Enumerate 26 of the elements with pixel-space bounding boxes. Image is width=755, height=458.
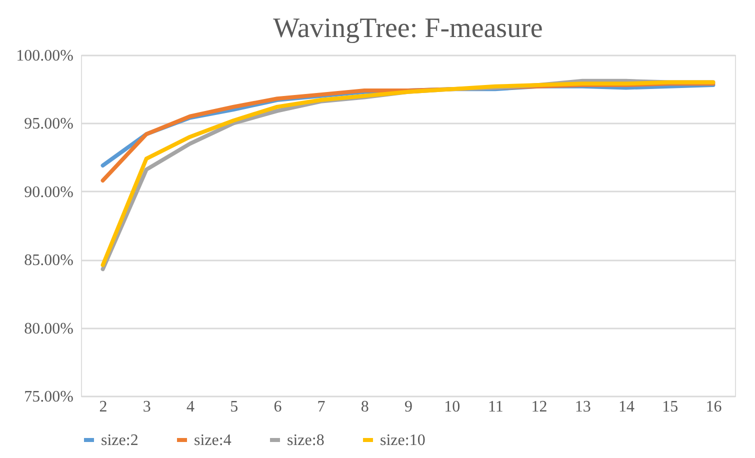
x-tick-label: 3 xyxy=(142,398,151,416)
x-tick-label: 11 xyxy=(488,398,504,416)
y-tick-label: 100.00% xyxy=(16,48,74,64)
x-tick-label: 7 xyxy=(317,398,326,416)
x-tick-label: 12 xyxy=(531,398,548,416)
y-tick-label: 90.00% xyxy=(24,184,74,201)
legend-label: size:10 xyxy=(380,432,426,449)
x-tick-label: 10 xyxy=(444,398,460,416)
x-tick-label: 14 xyxy=(618,398,634,416)
legend-label: size:8 xyxy=(287,432,324,449)
x-tick-label: 16 xyxy=(706,398,722,416)
y-tick-label: 75.00% xyxy=(24,388,74,406)
x-tick-label: 13 xyxy=(574,398,591,416)
y-tick-label: 95.00% xyxy=(24,116,74,133)
x-tick-label: 2 xyxy=(99,398,108,416)
x-tick-label: 9 xyxy=(404,398,412,416)
x-tick-label: 4 xyxy=(186,398,194,416)
y-tick-label: 85.00% xyxy=(24,252,74,270)
legend-label: size:2 xyxy=(101,432,138,449)
y-tick-label: 80.00% xyxy=(24,320,74,338)
x-tick-label: 8 xyxy=(360,398,369,416)
chart-title: WavingTree: F-measure xyxy=(273,13,543,44)
x-tick-label: 5 xyxy=(230,398,238,416)
legend-label: size:4 xyxy=(194,432,232,449)
x-tick-label: 6 xyxy=(274,398,282,416)
x-tick-label: 15 xyxy=(662,398,678,416)
